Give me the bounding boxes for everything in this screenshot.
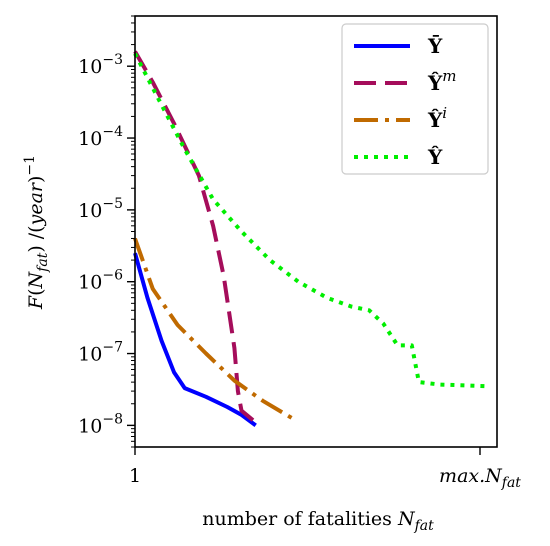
series-line-4 <box>133 52 490 389</box>
legend: Ȳ Ŷm Ŷi Ŷ <box>341 23 489 175</box>
legend-label-4: Ŷ <box>427 145 443 169</box>
plot-lines <box>133 50 490 428</box>
y-axis: 10−3 10−4 10−5 10−6 10−7 10−8 <box>78 15 135 448</box>
y-tick-label: 10−8 <box>78 411 123 437</box>
y-tick-label: 10−4 <box>78 124 123 150</box>
legend-label-2: Ŷm <box>427 67 457 95</box>
y-axis-label: F(Nfat) /(year)−1 <box>22 155 51 310</box>
x-tick-label: 1 <box>129 465 141 487</box>
x-axis: 1 max.Nfat <box>129 447 521 491</box>
series-line-2 <box>133 50 257 424</box>
x-axis-label: number of fatalities Nfat <box>202 508 434 534</box>
y-tick-label: 10−3 <box>78 52 123 78</box>
legend-box <box>341 23 489 175</box>
y-tick-label: 10−6 <box>78 268 123 294</box>
y-tick-label: 10−5 <box>78 196 123 222</box>
series-line-3 <box>133 237 296 422</box>
series-line-1 <box>133 252 257 428</box>
legend-label-3: Ŷi <box>427 104 447 132</box>
y-tick-label: 10−7 <box>78 340 123 366</box>
x-tick-label: max.Nfat <box>439 465 521 491</box>
legend-label-1: Ȳ <box>427 34 443 58</box>
